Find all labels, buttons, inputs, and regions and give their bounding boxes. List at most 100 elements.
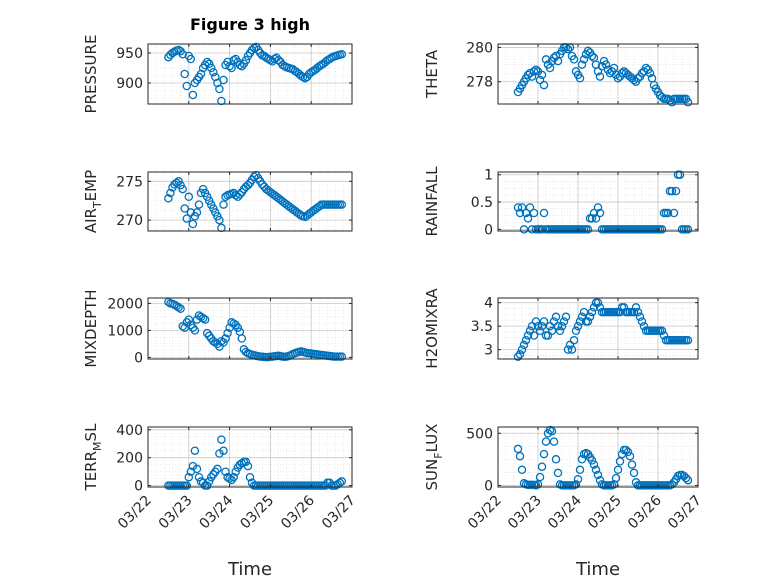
data-point xyxy=(229,472,238,482)
data-point xyxy=(513,352,523,361)
data-point xyxy=(517,465,527,475)
data-point xyxy=(198,313,208,323)
x-tick-label: 03/27 xyxy=(319,493,359,533)
data-point xyxy=(235,190,245,199)
y-tick-label: 1 xyxy=(484,168,493,184)
data-point xyxy=(523,331,533,340)
data-point xyxy=(241,457,251,467)
data-point xyxy=(182,81,192,91)
y-tick-label: 280 xyxy=(466,40,493,56)
series-markers xyxy=(513,43,693,107)
y-tick-label: 3.5 xyxy=(471,319,493,335)
y-axis-label: H2OMIXRA xyxy=(423,288,441,369)
data-point xyxy=(529,331,539,340)
series-markers xyxy=(164,170,347,233)
data-point xyxy=(213,464,222,474)
subplot-7: 0 200 400 03/22 03/23 03/24 03/25 03/26 03/27 Tim… xyxy=(82,423,359,580)
data-point xyxy=(537,321,547,331)
y-tick-label: 0 xyxy=(484,478,493,494)
data-point xyxy=(166,188,175,198)
data-point xyxy=(587,307,597,317)
data-point xyxy=(567,345,577,354)
data-point xyxy=(681,473,691,483)
y-tick-label: 4 xyxy=(484,296,493,312)
y-axis-label-subscript: T xyxy=(91,201,104,209)
data-point xyxy=(315,201,324,211)
y-tick-label: 0.5 xyxy=(471,195,493,211)
data-point xyxy=(249,172,259,181)
data-point xyxy=(223,328,232,338)
plot-area xyxy=(148,427,352,487)
data-point xyxy=(583,225,593,234)
series-markers xyxy=(164,435,347,490)
data-point xyxy=(641,63,651,73)
data-point xyxy=(591,465,601,475)
axes-box xyxy=(147,43,353,105)
data-point xyxy=(621,445,631,455)
y-axis-label: PRESSURE xyxy=(82,35,100,114)
data-point xyxy=(227,63,236,73)
data-point xyxy=(555,326,565,336)
data-point xyxy=(547,326,557,336)
data-point xyxy=(533,321,543,331)
data-point xyxy=(589,460,599,469)
data-point xyxy=(237,61,247,71)
subplot-3: 270 275 AIRTEMP xyxy=(82,170,353,233)
data-point xyxy=(188,90,198,100)
data-point xyxy=(629,307,639,317)
data-point xyxy=(613,74,623,83)
data-point xyxy=(667,480,677,489)
data-point xyxy=(663,208,673,218)
data-point xyxy=(585,312,595,322)
data-point xyxy=(537,462,547,471)
subplot-6: 3 3.5 4 H2OMIXRA xyxy=(423,288,699,369)
data-point xyxy=(591,214,601,223)
y-tick-label: 278 xyxy=(466,75,493,91)
grid xyxy=(498,44,698,104)
data-point xyxy=(531,317,541,326)
y-axis-label: SUNFLUX xyxy=(423,424,445,491)
data-point xyxy=(243,461,253,471)
data-point xyxy=(571,480,581,489)
x-tick-label: 03/26 xyxy=(625,492,665,532)
x-tick-label: 03/25 xyxy=(237,493,277,533)
data-point xyxy=(583,317,593,326)
data-point xyxy=(184,192,194,202)
data-point xyxy=(521,335,531,345)
data-point xyxy=(206,63,216,73)
data-point xyxy=(559,317,569,326)
y-axis-label: THETA xyxy=(423,49,441,99)
data-point xyxy=(629,468,639,478)
data-point xyxy=(539,449,549,459)
y-axis-label-rest: LUX xyxy=(423,424,441,453)
data-point xyxy=(547,426,557,436)
data-point xyxy=(519,225,529,234)
axes-box xyxy=(497,43,699,105)
subplot-5: 0 1000 2000 MIXDEPTH xyxy=(82,289,353,368)
data-point xyxy=(633,307,643,317)
data-point xyxy=(231,467,240,476)
data-point xyxy=(541,437,551,446)
data-point xyxy=(233,323,243,332)
y-axis-label: TERRMSL xyxy=(82,423,104,492)
data-point xyxy=(517,203,527,212)
y-axis-label-main: TERR xyxy=(82,451,100,492)
data-point xyxy=(219,338,228,347)
subplot-2: 278 280 THETA xyxy=(423,40,699,107)
data-point xyxy=(577,60,587,69)
y-axis-label-main: THETA xyxy=(423,49,441,99)
axes-box xyxy=(147,426,353,488)
y-axis-label-main: PRESSURE xyxy=(82,35,100,114)
data-point xyxy=(186,54,196,64)
data-point xyxy=(176,304,185,314)
data-point xyxy=(569,55,579,64)
y-tick-label: 1000 xyxy=(107,323,143,339)
data-point xyxy=(579,55,589,64)
x-tick-label: 03/23 xyxy=(505,493,545,533)
data-point xyxy=(541,55,551,64)
data-point xyxy=(241,55,251,65)
series-markers xyxy=(164,42,347,106)
y-axis-label: AIRTEMP xyxy=(82,170,104,233)
data-point xyxy=(521,208,531,218)
